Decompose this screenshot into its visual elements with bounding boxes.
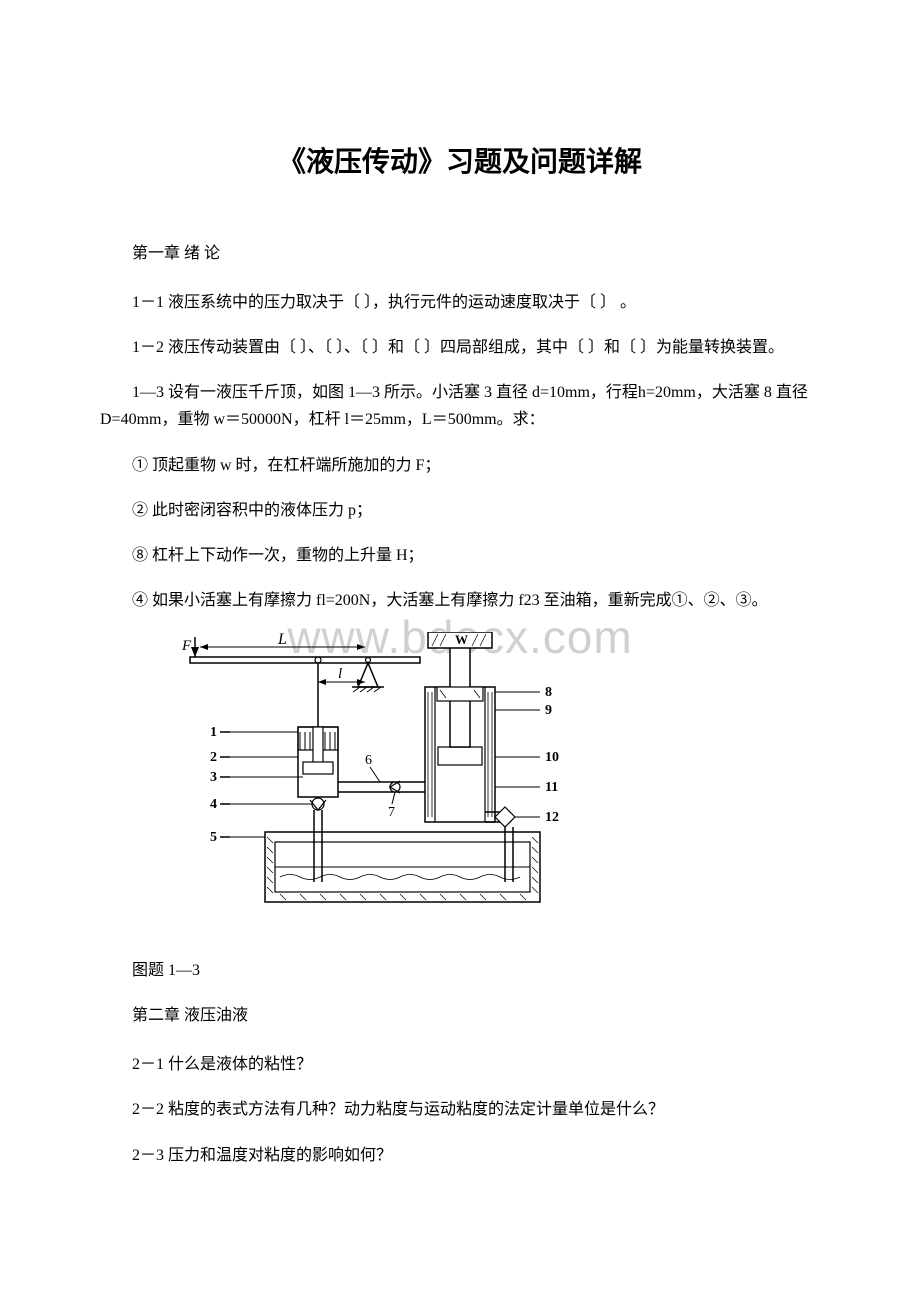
hydraulic-jack-diagram: F L l [170, 632, 590, 942]
question-1-2: 1－2 液压传动装置由〔 〕、〔 〕、〔 〕和〔 〕四局部组成，其中〔 〕和〔 … [100, 334, 820, 361]
label-4: 4 [210, 797, 217, 812]
question-1-3-intro: 1—3 设有一液压千斤顶，如图 1—3 所示。小活塞 3 直径 d=10mm，行… [100, 379, 820, 433]
label-2: 2 [210, 750, 217, 765]
question-1-3-item4: ④ 如果小活塞上有摩擦力 fl=200N，大活塞上有摩擦力 f23 至油箱，重新… [100, 587, 820, 614]
label-F: F [181, 638, 192, 654]
label-10: 10 [545, 750, 559, 765]
page-title: 《液压传动》习题及问题详解 [100, 140, 820, 180]
question-1-1: 1－1 液压系统中的压力取决于〔 〕，执行元件的运动速度取决于〔 〕 。 [100, 289, 820, 316]
chapter2-heading: 第二章 液压油液 [100, 1002, 820, 1031]
question-2-2: 2－2 粘度的表式方法有几种？动力粘度与运动粘度的法定计量单位是什么？ [100, 1096, 820, 1123]
label-L: L [277, 632, 287, 648]
label-11: 11 [545, 780, 558, 795]
question-2-3: 2－3 压力和温度对粘度的影响如何？ [100, 1142, 820, 1169]
label-8: 8 [545, 685, 552, 700]
label-7: 7 [388, 805, 395, 820]
label-3: 3 [210, 770, 217, 785]
figure-caption: 图题 1—3 [100, 957, 820, 984]
question-2-1: 2－1 什么是液体的粘性？ [100, 1051, 820, 1078]
question-1-3-item2: ② 此时密闭容积中的液体压力 p； [100, 497, 820, 524]
label-5: 5 [210, 830, 217, 845]
label-9: 9 [545, 703, 552, 718]
label-1: 1 [210, 725, 217, 740]
label-6: 6 [365, 753, 372, 768]
label-12: 12 [545, 810, 559, 825]
figure-1-3: F L l [170, 632, 820, 942]
label-l: l [338, 666, 342, 682]
chapter1-heading: 第一章 绪 论 [100, 240, 820, 269]
question-1-3-item1: ① 顶起重物 w 时，在杠杆端所施加的力 F； [100, 452, 820, 479]
label-W: W [455, 632, 468, 647]
question-1-3-item3: ⑧ 杠杆上下动作一次，重物的上升量 H； [100, 542, 820, 569]
